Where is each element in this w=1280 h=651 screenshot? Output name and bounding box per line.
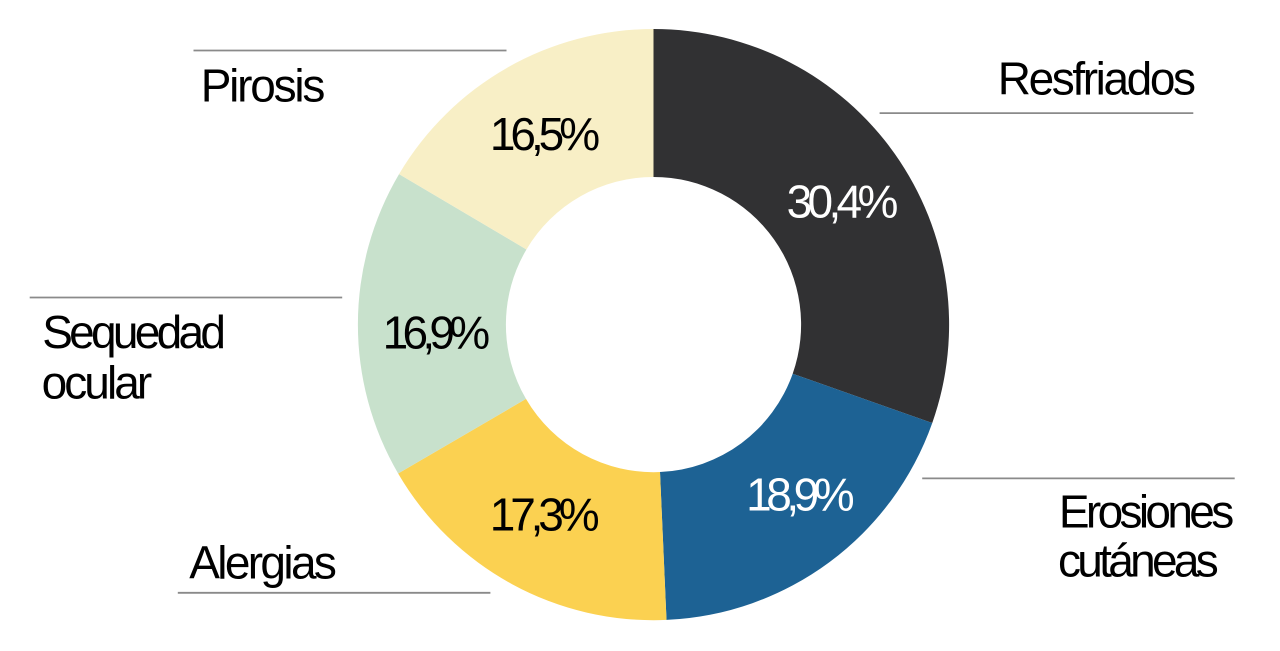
svg-text:16,9%: 16,9% (383, 307, 491, 359)
svg-text:Sequedad: Sequedad (42, 306, 226, 358)
svg-text:18,9%: 18,9% (746, 468, 855, 520)
svg-text:Alergias: Alergias (189, 536, 337, 588)
svg-text:16,5%: 16,5% (490, 108, 600, 160)
svg-text:17,3%: 17,3% (490, 489, 600, 541)
svg-text:cutáneas: cutáneas (1058, 534, 1219, 586)
svg-text:30,4%: 30,4% (787, 176, 899, 228)
svg-text:ocular: ocular (42, 356, 153, 408)
svg-text:Pirosis: Pirosis (201, 59, 326, 111)
svg-text:Erosiones: Erosiones (1059, 485, 1234, 537)
svg-text:Resfriados: Resfriados (998, 53, 1196, 105)
